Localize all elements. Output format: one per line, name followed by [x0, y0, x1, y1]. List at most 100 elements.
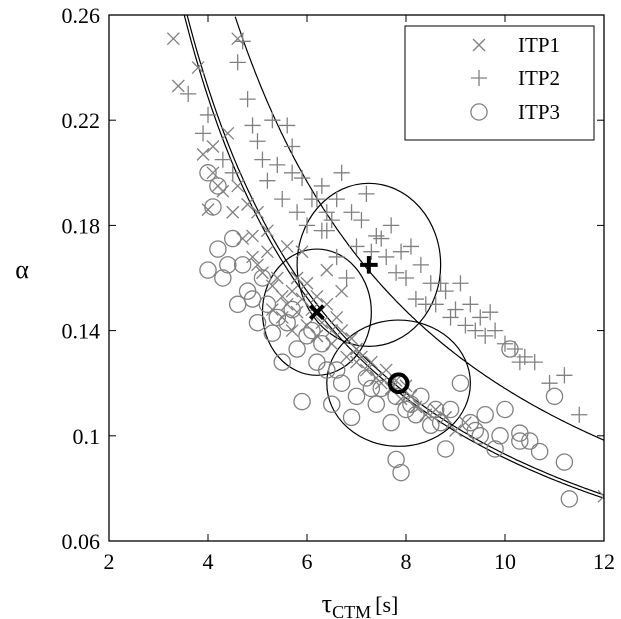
point-itp2 [199, 106, 217, 124]
mean-itp1 [308, 304, 325, 321]
legend-marker-itp3 [470, 103, 488, 121]
legend-entry-itp2: ITP2 [518, 66, 560, 90]
point-itp2 [378, 248, 395, 266]
point-itp1 [449, 424, 462, 437]
point-itp1 [315, 316, 329, 330]
point-itp2 [338, 269, 355, 287]
point-itp2 [467, 322, 484, 339]
point-itp1 [206, 166, 220, 180]
point-itp3 [253, 269, 272, 287]
point-itp2 [472, 309, 489, 326]
point-itp3 [521, 432, 539, 450]
point-itp2 [194, 125, 212, 142]
point-itp2 [457, 317, 474, 334]
point-itp2 [363, 243, 380, 260]
point-itp1 [345, 332, 359, 345]
point-itp1 [265, 279, 279, 293]
point-itp1 [439, 410, 453, 424]
point-itp2 [407, 290, 424, 308]
point-itp2 [526, 354, 543, 371]
point-itp2 [392, 243, 410, 260]
point-itp3 [407, 406, 425, 424]
point-itp3 [382, 413, 400, 432]
x-axis-label: τCTM [s] [322, 589, 399, 619]
point-itp1 [310, 289, 324, 303]
fit-curve-3 [234, 16, 604, 441]
point-itp1 [280, 297, 294, 311]
point-itp3 [248, 313, 267, 332]
point-itp2 [571, 406, 588, 423]
legend: ITP1 ITP2 ITP3 [404, 25, 595, 141]
point-itp2 [308, 191, 325, 208]
point-itp2 [249, 133, 266, 150]
axis-ticks: 2 4 6 8 10 12 0.06 0.1 0.14 0.18 0.22 0.26 [62, 3, 616, 574]
point-itp1 [290, 305, 304, 319]
y-tick-label: 0.06 [62, 529, 101, 554]
point-itp2 [541, 375, 558, 392]
point-itp3 [421, 416, 440, 435]
y-tick-label: 0.1 [73, 424, 101, 449]
point-itp3 [362, 379, 381, 398]
point-itp1 [206, 140, 220, 153]
point-itp3 [451, 374, 470, 392]
point-itp1 [340, 350, 354, 364]
point-itp1 [350, 342, 363, 356]
y-tick-label: 0.22 [62, 108, 101, 133]
point-itp2 [353, 212, 370, 229]
point-itp1 [285, 284, 299, 298]
point-itp2 [293, 169, 311, 187]
point-itp2 [496, 335, 514, 352]
point-itp3 [293, 392, 311, 411]
point-itp3 [303, 321, 321, 340]
point-itp2 [239, 91, 256, 108]
point-itp2 [214, 151, 231, 168]
point-itp2 [368, 227, 385, 245]
point-itp1 [275, 289, 289, 303]
point-itp2 [358, 185, 375, 202]
legend-marker-itp1 [472, 38, 486, 52]
point-itp3 [431, 413, 450, 432]
point-itp3 [357, 369, 376, 387]
point-itp2 [180, 85, 197, 102]
point-itp1 [236, 232, 250, 246]
point-itp2 [427, 296, 444, 313]
point-itp1 [221, 126, 235, 140]
point-itp1 [310, 329, 324, 343]
point-itp2 [442, 309, 459, 326]
point-itp3 [496, 400, 514, 419]
point-itp1 [260, 245, 274, 259]
y-tick-label: 0.18 [62, 213, 101, 238]
y-tick-label: 0.26 [62, 3, 101, 28]
point-itp1 [597, 489, 604, 503]
point-itp2 [318, 204, 335, 221]
point-itp3 [501, 340, 519, 358]
point-itp2 [348, 238, 365, 255]
point-itp3 [545, 387, 564, 406]
point-itp3 [233, 256, 252, 274]
confidence-ellipses [261, 182, 471, 447]
point-itp3 [214, 269, 232, 287]
point-itp1 [280, 239, 294, 253]
point-itp3 [387, 387, 405, 406]
ellipse-1 [261, 248, 372, 376]
point-itp3 [342, 408, 361, 427]
point-itp2 [511, 354, 528, 371]
point-itp3 [441, 400, 460, 419]
point-itp1 [330, 310, 344, 324]
point-itp3 [268, 308, 287, 327]
point-itp1 [295, 292, 309, 306]
x-tick-label: 4 [203, 549, 214, 574]
point-itp3 [476, 406, 494, 424]
point-itp1 [275, 310, 289, 324]
point-itp3 [219, 256, 237, 274]
point-itp3 [273, 353, 291, 371]
point-itp3 [555, 453, 574, 471]
point-itp3 [283, 300, 301, 319]
point-itp3 [347, 387, 366, 406]
point-itp1 [419, 408, 433, 422]
point-itp3 [243, 290, 262, 308]
point-itp3 [199, 261, 217, 279]
point-itp2 [383, 217, 400, 234]
point-itp2 [229, 54, 246, 71]
x-tick-label: 8 [401, 549, 412, 574]
